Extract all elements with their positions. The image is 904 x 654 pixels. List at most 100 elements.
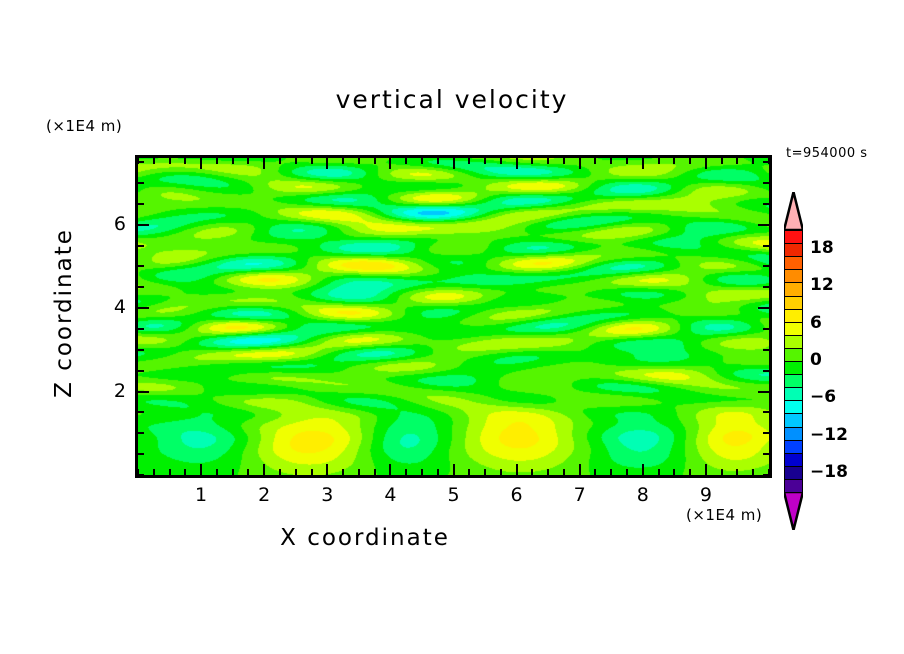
colorbar-segment	[784, 478, 803, 494]
x-tick	[626, 469, 629, 475]
x-tick	[689, 469, 692, 475]
x-tick	[263, 158, 266, 169]
colorbar-tick-label: 12	[810, 275, 834, 296]
x-tick	[152, 158, 155, 164]
x-tick	[215, 158, 218, 164]
x-tick	[641, 464, 644, 475]
y-tick-label: 6	[113, 212, 126, 235]
contour-plot-area	[135, 155, 772, 478]
x-tick	[626, 158, 629, 164]
y-axis-title: Z coordinate	[51, 228, 77, 398]
y-tick	[763, 411, 769, 414]
x-tick	[389, 158, 392, 169]
x-tick	[752, 469, 755, 475]
y-tick	[138, 307, 149, 310]
x-tick	[310, 158, 313, 164]
x-tick	[531, 469, 534, 475]
y-tick	[138, 202, 144, 205]
y-tick	[138, 474, 144, 476]
x-tick	[184, 469, 187, 475]
x-tick	[168, 158, 171, 164]
y-tick	[763, 286, 769, 289]
x-tick	[736, 469, 739, 475]
x-tick-label: 5	[447, 484, 460, 506]
colorbar-tick-label: 0	[810, 350, 822, 370]
x-tick	[689, 158, 692, 164]
x-tick	[578, 464, 581, 475]
x-tick	[562, 158, 565, 164]
x-tick	[720, 158, 723, 164]
x-tick	[594, 469, 597, 475]
x-tick	[231, 158, 234, 164]
y-tick	[763, 348, 769, 351]
x-tick	[610, 469, 613, 475]
x-tick	[137, 469, 139, 475]
x-tick	[278, 158, 281, 164]
y-tick	[138, 286, 144, 289]
x-tick	[294, 158, 297, 164]
x-tick-label: 1	[195, 484, 208, 506]
x-tick	[673, 158, 676, 164]
x-tick	[436, 158, 439, 164]
x-tick	[515, 158, 518, 169]
x-tick-label: 3	[321, 484, 334, 506]
x-tick	[468, 469, 471, 475]
x-tick	[342, 158, 345, 164]
x-tick	[547, 158, 550, 164]
x-tick	[420, 158, 423, 164]
x-tick	[436, 469, 439, 475]
y-tick-label: 2	[113, 379, 126, 402]
y-tick	[138, 432, 144, 435]
x-tick	[673, 469, 676, 475]
x-tick-label: 2	[258, 484, 271, 506]
x-tick	[657, 158, 660, 164]
y-tick	[763, 161, 769, 164]
y-tick	[138, 265, 144, 268]
x-tick	[720, 469, 723, 475]
x-tick	[752, 158, 755, 164]
y-tick	[758, 307, 769, 310]
x-tick	[499, 158, 502, 164]
colorbar-tick-label: −18	[810, 462, 848, 483]
x-tick	[704, 464, 707, 475]
x-tick	[137, 158, 139, 164]
y-tick	[758, 223, 769, 226]
x-tick	[215, 469, 218, 475]
x-tick	[200, 158, 203, 169]
colorbar-tick-label: 6	[810, 312, 822, 333]
x-tick	[484, 469, 487, 475]
x-tick	[452, 158, 455, 169]
x-tick	[610, 158, 613, 164]
x-tick	[420, 469, 423, 475]
x-tick	[484, 158, 487, 164]
y-tick	[763, 328, 769, 330]
y-tick	[763, 474, 769, 476]
colorbar-legend: 18 12 6 0 −6 −12 −18	[782, 191, 848, 531]
y-tick	[138, 453, 144, 456]
x-axis-title: X coordinate	[280, 525, 450, 551]
colorbar-cap-bottom	[782, 490, 805, 531]
x-tick	[452, 464, 455, 475]
x-tick-label: 9	[699, 484, 712, 506]
y-axis-unit-label: (×1E4 m)	[46, 117, 123, 135]
x-tick-label: 8	[636, 484, 649, 506]
x-tick	[310, 469, 313, 475]
x-tick	[468, 158, 471, 164]
colorbar-tick-label: −12	[810, 424, 848, 445]
x-tick	[389, 464, 392, 475]
x-tick	[515, 464, 518, 475]
y-tick	[763, 432, 769, 435]
x-tick	[373, 469, 376, 475]
x-tick	[184, 158, 187, 164]
x-tick	[531, 158, 534, 164]
x-tick	[547, 469, 550, 475]
x-axis-unit-label: (×1E4 m)	[686, 506, 763, 524]
x-tick	[326, 158, 329, 169]
y-tick	[138, 411, 144, 414]
colorbar-tick-label: 18	[810, 237, 834, 258]
y-tick	[138, 182, 144, 185]
x-tick-label: 4	[384, 484, 397, 506]
y-tick	[763, 453, 769, 456]
x-tick	[247, 469, 250, 475]
x-tick	[405, 158, 408, 164]
